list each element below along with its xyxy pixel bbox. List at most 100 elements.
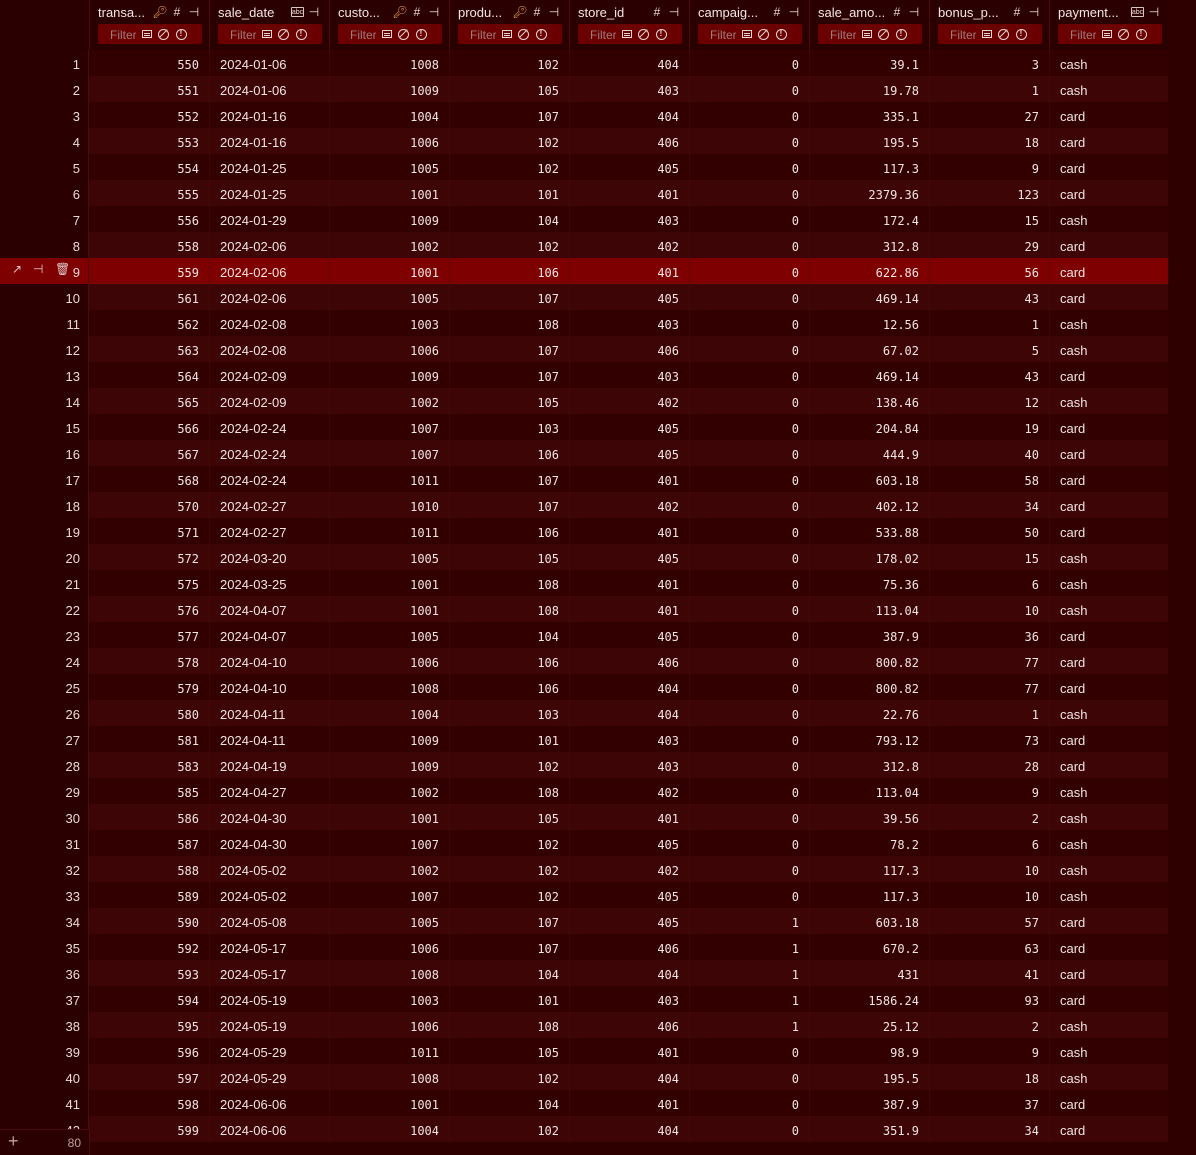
null-filter-icon[interactable] [636,27,650,41]
cell-sale-amo[interactable]: 195.5 [810,1064,930,1090]
cell-custo[interactable]: 1009 [330,206,450,232]
cell-store-id[interactable]: 401 [570,596,690,622]
filter-input[interactable] [938,24,976,44]
cell-store-id[interactable]: 403 [570,206,690,232]
cell-campaig[interactable]: 1 [690,960,810,986]
cell-sale-date[interactable]: 2024-04-10 [210,648,330,674]
cell-sale-date[interactable]: 2024-01-25 [210,180,330,206]
cell-sale-date[interactable]: 2024-06-06 [210,1116,330,1142]
cell-custo[interactable]: 1006 [330,648,450,674]
cell-sale-date[interactable]: 2024-01-29 [210,206,330,232]
table-row[interactable]: 25 579 2024-04-10 1008 106 404 0 800.82 77 card [0,674,1170,700]
cell-transa[interactable]: 586 [90,804,210,830]
cell-custo[interactable]: 1009 [330,726,450,752]
null-filter-icon[interactable] [396,27,410,41]
table-row[interactable]: ↗ ⊣ 🗑︎ 9 559 2024-02-06 1001 106 401 0 622.86 56 car… [0,258,1170,284]
cell-sale-amo[interactable]: 113.04 [810,596,930,622]
cell-sale-amo[interactable]: 98.9 [810,1038,930,1064]
cell-sale-amo[interactable]: 431 [810,960,930,986]
row-header[interactable]: 5 [0,154,89,180]
cell-transa[interactable]: 579 [90,674,210,700]
column-name[interactable]: sale_date [218,5,275,20]
cell-produ[interactable]: 106 [450,648,570,674]
cell-produ[interactable]: 106 [450,674,570,700]
column-header-2[interactable]: sale_date abc ⊣! [210,0,330,50]
cell-payment[interactable]: cash [1050,1064,1170,1090]
cell-payment[interactable]: card [1050,934,1170,960]
row-header[interactable]: 15 [0,414,89,440]
cell-campaig[interactable]: 0 [690,492,810,518]
table-row[interactable]: 34 590 2024-05-08 1005 107 405 1 603.18 57 card [0,908,1170,934]
cell-payment[interactable]: card [1050,492,1170,518]
cell-sale-amo[interactable]: 2379.36 [810,180,930,206]
cell-bonus-p[interactable]: 9 [930,778,1050,804]
cell-sale-amo[interactable]: 1586.24 [810,986,930,1012]
cell-campaig[interactable]: 0 [690,674,810,700]
cell-sale-date[interactable]: 2024-05-29 [210,1064,330,1090]
column-name[interactable]: payment... [1058,5,1119,20]
cell-campaig[interactable]: 0 [690,882,810,908]
cell-transa[interactable]: 563 [90,336,210,362]
column-name[interactable]: campaig... [698,5,758,20]
cell-sale-date[interactable]: 2024-05-02 [210,882,330,908]
cell-payment[interactable]: card [1050,414,1170,440]
pin-icon[interactable]: ⊣ [1028,5,1040,19]
cell-campaig[interactable]: 0 [690,778,810,804]
cell-sale-amo[interactable]: 39.56 [810,804,930,830]
cell-bonus-p[interactable]: 12 [930,388,1050,414]
row-header[interactable]: 20 [0,544,89,570]
row-header[interactable]: 6 [0,180,89,206]
cell-sale-amo[interactable]: 195.5 [810,128,930,154]
info-icon[interactable]: ! [1014,27,1028,41]
column-header-8[interactable]: bonus_p...#⊣! [930,0,1050,50]
cell-store-id[interactable]: 401 [570,466,690,492]
cell-sale-amo[interactable]: 351.9 [810,1116,930,1142]
null-filter-icon[interactable] [756,27,770,41]
cell-campaig[interactable]: 0 [690,440,810,466]
cell-campaig[interactable]: 0 [690,700,810,726]
cell-produ[interactable]: 107 [450,934,570,960]
table-row[interactable]: 1 550 2024-01-06 1008 102 404 0 39.1 3 cash [0,50,1170,76]
cell-produ[interactable]: 107 [450,336,570,362]
cell-sale-date[interactable]: 2024-05-19 [210,1012,330,1038]
cell-payment[interactable]: card [1050,466,1170,492]
cell-custo[interactable]: 1009 [330,362,450,388]
cell-transa[interactable]: 596 [90,1038,210,1064]
cell-sale-amo[interactable]: 387.9 [810,1090,930,1116]
cell-transa[interactable]: 575 [90,570,210,596]
null-filter-icon[interactable] [276,27,290,41]
cell-bonus-p[interactable]: 9 [930,154,1050,180]
cell-campaig[interactable]: 0 [690,726,810,752]
cell-bonus-p[interactable]: 34 [930,1116,1050,1142]
cell-bonus-p[interactable]: 1 [930,700,1050,726]
cell-produ[interactable]: 105 [450,76,570,102]
cell-produ[interactable]: 102 [450,1064,570,1090]
pin-icon[interactable]: ⊣ [668,5,680,19]
cell-transa[interactable]: 568 [90,466,210,492]
cell-payment[interactable]: cash [1050,544,1170,570]
cell-transa[interactable]: 566 [90,414,210,440]
cell-produ[interactable]: 108 [450,1012,570,1038]
row-header[interactable]: 25 [0,674,89,700]
row-header[interactable]: 12 [0,336,89,362]
cell-campaig[interactable]: 0 [690,206,810,232]
cell-sale-amo[interactable]: 335.1 [810,102,930,128]
cell-payment[interactable]: card [1050,674,1170,700]
cell-sale-amo[interactable]: 603.18 [810,466,930,492]
cell-sale-amo[interactable]: 25.12 [810,1012,930,1038]
cell-sale-amo[interactable]: 204.84 [810,414,930,440]
cell-transa[interactable]: 585 [90,778,210,804]
cell-transa[interactable]: 597 [90,1064,210,1090]
row-header[interactable]: 3 [0,102,89,128]
cell-campaig[interactable]: 0 [690,310,810,336]
cell-sale-amo[interactable]: 312.8 [810,752,930,778]
cell-store-id[interactable]: 401 [570,258,690,284]
cell-transa[interactable]: 570 [90,492,210,518]
cell-bonus-p[interactable]: 29 [930,232,1050,258]
cell-bonus-p[interactable]: 77 [930,648,1050,674]
row-header[interactable]: 30 [0,804,89,830]
cell-sale-amo[interactable]: 75.36 [810,570,930,596]
row-header[interactable]: 22 [0,596,89,622]
row-header[interactable]: 1 [0,50,89,76]
cell-bonus-p[interactable]: 36 [930,622,1050,648]
